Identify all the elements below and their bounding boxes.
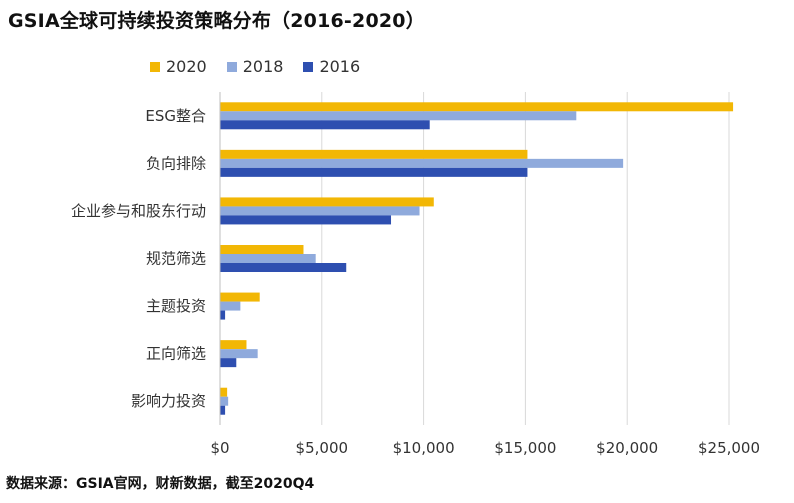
bar-2020	[220, 292, 260, 302]
legend-label-2020: 2020	[166, 57, 207, 76]
bar-2020	[220, 102, 734, 112]
bar-2016	[220, 310, 226, 320]
y-category-label: 主题投资	[146, 297, 206, 315]
bar-2018	[220, 254, 316, 263]
bar-2018	[220, 158, 624, 168]
bar-2016	[220, 358, 237, 368]
legend-swatch-2016	[303, 61, 314, 72]
x-tick-label: $20,000	[596, 439, 658, 457]
bar-2020	[220, 340, 247, 350]
x-tick-label: $15,000	[494, 439, 556, 457]
bar-2018	[220, 349, 258, 359]
x-tick-label: $10,000	[393, 439, 455, 457]
bar-2018	[220, 206, 420, 216]
x-tick-label: $5,000	[296, 439, 349, 457]
legend-swatch-2018	[226, 61, 237, 72]
bar-2016	[220, 263, 347, 272]
bar-2018	[220, 301, 241, 311]
legend-label-2016: 2016	[319, 57, 361, 76]
chart-title: GSIA全球可持续投资策略分布（2016-2020）	[8, 10, 425, 32]
bar-2020	[220, 387, 228, 397]
x-tick-label: $25,000	[698, 439, 760, 457]
bar-2020	[220, 245, 304, 254]
bar-2018	[220, 396, 229, 406]
bar-2016	[220, 167, 528, 177]
bar-2020	[220, 149, 528, 159]
legend-item-2020: 2020	[150, 57, 207, 76]
y-category-label: 规范筛选	[146, 250, 206, 268]
x-tick-label: $0	[210, 439, 229, 457]
chart-legend: 2020 2018 2016	[150, 57, 360, 76]
bar-2018	[220, 111, 577, 121]
y-category-label: 企业参与和股东行动	[71, 202, 206, 220]
source-note: 数据来源：GSIA官网，财新数据，截至2020Q4	[6, 476, 315, 492]
bar-2016	[220, 215, 392, 225]
bar-2016	[220, 120, 430, 130]
y-category-label: 正向筛选	[146, 345, 206, 363]
legend-swatch-2020	[150, 61, 160, 72]
legend-item-2018: 2018	[226, 57, 284, 76]
legend-item-2016: 2016	[303, 57, 360, 76]
y-category-label: ESG整合	[145, 107, 206, 125]
y-category-label: 负向排除	[146, 154, 206, 172]
bar-2016	[220, 405, 226, 415]
legend-label-2018: 2018	[242, 57, 284, 76]
y-category-label: 影响力投资	[131, 392, 206, 410]
bar-2020	[220, 197, 434, 207]
